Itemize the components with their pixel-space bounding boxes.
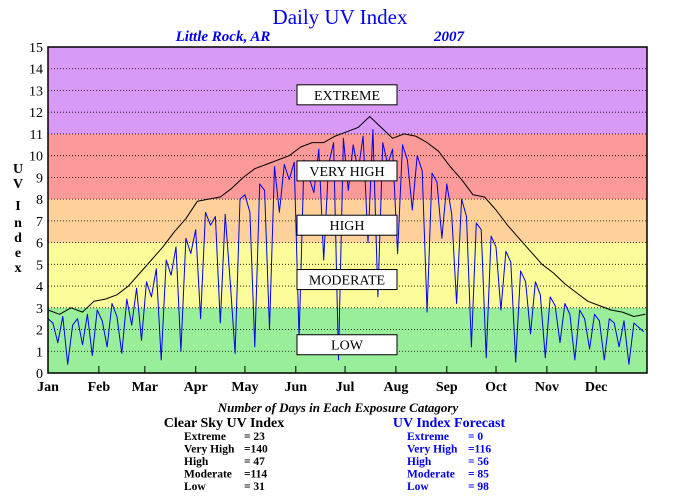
plot-frame	[47, 46, 648, 374]
y-axis-label-letter: x	[15, 261, 22, 276]
band-label-box	[296, 84, 398, 106]
y-tick-label: 8	[36, 193, 43, 208]
band-label-box	[296, 269, 398, 291]
x-tick-label: Jul	[336, 380, 355, 395]
x-tick-label: Nov	[535, 380, 559, 395]
x-tick-label: Jun	[285, 380, 308, 395]
band-label: VERY HIGH	[309, 165, 384, 180]
forecast-summary-label: Low	[407, 481, 429, 493]
y-axis-label-letter: V	[13, 177, 23, 192]
clear-sky-summary-value: =114	[244, 469, 267, 481]
clear-sky-summary-label: Extreme	[184, 431, 226, 443]
chart-year: 2007	[433, 29, 465, 45]
y-tick-label: 9	[36, 171, 43, 186]
y-axis-label-letter: d	[14, 231, 22, 246]
clear-sky-summary-value: = 47	[244, 456, 265, 468]
x-tick-label: Aug	[383, 380, 408, 395]
x-tick-label: Mar	[132, 380, 158, 395]
band-label-box	[296, 160, 398, 182]
y-tick-label: 11	[30, 128, 43, 143]
forecast-summary-value: = 85	[468, 469, 489, 481]
band-label-box	[296, 214, 398, 236]
y-axis-label-letter: e	[15, 246, 21, 261]
clear-sky-summary-label: Very High	[184, 444, 235, 456]
forecast-summary-value: =116	[468, 444, 491, 456]
band-label: MODERATE	[309, 274, 385, 289]
x-tick-label: Oct	[485, 380, 507, 395]
clear-sky-summary-label: Low	[184, 481, 206, 493]
x-axis-ticks: Jan Feb Mar Apr May Jun Jul Aug Sep Oct Nov Dec	[37, 366, 607, 395]
forecast-summary-label: High	[407, 456, 432, 468]
clear-sky-series-line	[47, 116, 646, 317]
x-tick-label: Apr	[184, 380, 208, 395]
y-tick-label: 0	[36, 367, 43, 382]
forecast-summary-value: = 0	[468, 431, 483, 443]
forecast-summary-value: = 98	[468, 481, 489, 493]
forecast-summary-label: Extreme	[407, 431, 449, 443]
band-label: HIGH	[330, 219, 365, 234]
y-tick-label: 1	[36, 345, 43, 360]
y-axis-label-letter: I	[15, 199, 20, 214]
y-axis-label-letter: U	[13, 162, 23, 177]
forecast-summary-heading: UV Index Forecast	[393, 416, 506, 431]
x-tick-label: Feb	[88, 380, 111, 395]
clear-sky-summary-heading: Clear Sky UV Index	[164, 416, 284, 431]
y-tick-label: 5	[36, 258, 43, 273]
y-tick-label: 14	[29, 63, 43, 78]
y-axis-label-letter: n	[14, 216, 22, 231]
summary-title: Number of Days in Each Exposure Catagory	[217, 400, 459, 415]
y-tick-label: 2	[36, 324, 43, 339]
clear-sky-summary-value: = 31	[244, 481, 265, 493]
y-tick-label: 3	[36, 302, 43, 317]
x-tick-label: Jan	[37, 380, 59, 395]
x-tick-label: Sep	[436, 380, 458, 395]
y-tick-label: 12	[29, 106, 43, 121]
forecast-summary-label: Very High	[407, 444, 458, 456]
chart-title: Daily UV Index	[273, 5, 408, 29]
clear-sky-summary-value: =140	[244, 444, 268, 456]
x-tick-label: May	[231, 380, 258, 395]
chart-location: Little Rock, AR	[175, 29, 271, 45]
band-label: EXTREME	[314, 89, 380, 104]
y-tick-label: 6	[36, 237, 43, 252]
y-tick-label: 10	[29, 150, 43, 165]
forecast-summary-label: Moderate	[407, 469, 455, 481]
band-labels: LOW MODERATE HIGH VERY HIGH EXTREME	[296, 84, 398, 356]
x-tick-label: Dec	[585, 380, 608, 395]
forecast-summary-value: = 56	[468, 456, 489, 468]
y-tick-label: 4	[36, 280, 43, 295]
clear-sky-summary-label: Moderate	[184, 469, 232, 481]
y-tick-label: 15	[29, 41, 43, 56]
y-tick-label: 13	[29, 84, 43, 99]
clear-sky-summary-value: = 23	[244, 431, 265, 443]
band-label-box	[296, 334, 398, 356]
y-tick-label: 7	[36, 215, 43, 230]
band-label: LOW	[331, 339, 364, 354]
clear-sky-summary-label: High	[184, 456, 209, 468]
